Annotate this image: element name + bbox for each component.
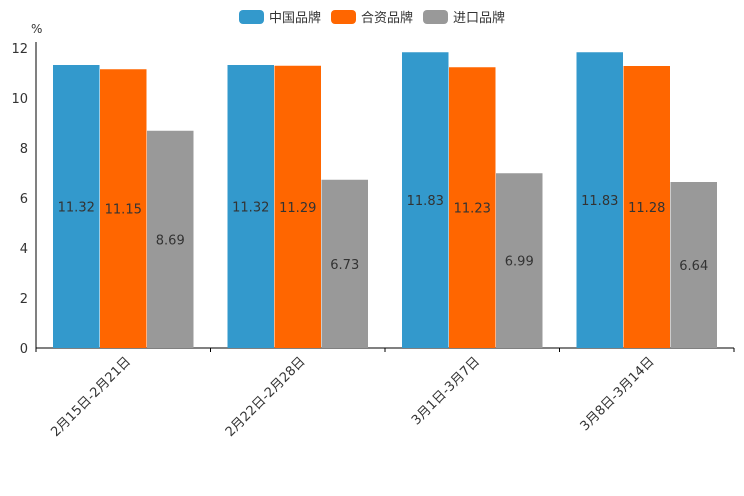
y-tick-label: 0 [20, 342, 28, 357]
y-axis-unit: % [31, 22, 43, 36]
legend-label-joint: 合资品牌 [360, 11, 413, 26]
data-label: 11.32 [232, 201, 269, 216]
legend-swatch-import [423, 9, 448, 24]
legend-item-china[interactable]: 中国品牌 [238, 7, 321, 26]
legend-swatch-joint [330, 9, 356, 24]
legend-item-import[interactable]: 进口品牌 [423, 7, 505, 26]
data-label: 6.64 [679, 259, 708, 274]
bar [274, 65, 321, 348]
data-label: 6.99 [505, 255, 534, 270]
data-label: 11.32 [58, 201, 95, 216]
bar [147, 130, 194, 348]
bar [449, 67, 496, 348]
y-tick-label: 12 [11, 42, 28, 57]
legend-label-import: 进口品牌 [453, 11, 506, 26]
y-tick-label: 10 [11, 92, 28, 107]
data-label: 11.83 [581, 194, 618, 209]
bar [576, 52, 623, 348]
x-tick-label: 3月8日-3月14日 [578, 354, 658, 434]
y-tick-label: 2 [20, 292, 28, 307]
bar [100, 69, 147, 348]
bar [402, 52, 449, 348]
data-label: 8.69 [156, 233, 185, 248]
legend-label-china: 中国品牌 [268, 11, 321, 26]
legend-item-joint[interactable]: 合资品牌 [330, 7, 413, 26]
data-label: 11.83 [407, 194, 444, 209]
bar [670, 182, 717, 348]
data-label: 11.29 [279, 201, 316, 216]
y-tick-label: 6 [20, 192, 28, 207]
data-label: 6.73 [330, 258, 359, 273]
data-label: 11.15 [105, 203, 142, 218]
bar [496, 173, 543, 348]
y-tick-label: 8 [20, 142, 28, 157]
x-tick-label: 2月22日-2月28日 [223, 354, 309, 440]
y-tick-label: 4 [20, 242, 28, 257]
data-label: 11.28 [628, 201, 665, 216]
legend: 中国品牌 合资品牌 进口品牌 [0, 7, 744, 26]
legend-swatch-china [238, 9, 264, 24]
x-tick-label: 3月1日-3月7日 [409, 354, 483, 428]
bar [53, 65, 100, 348]
x-tick-label: 2月15日-2月21日 [48, 354, 134, 440]
data-label: 11.23 [454, 202, 491, 217]
bar [623, 66, 670, 348]
bar [321, 179, 368, 348]
bar [227, 65, 274, 348]
